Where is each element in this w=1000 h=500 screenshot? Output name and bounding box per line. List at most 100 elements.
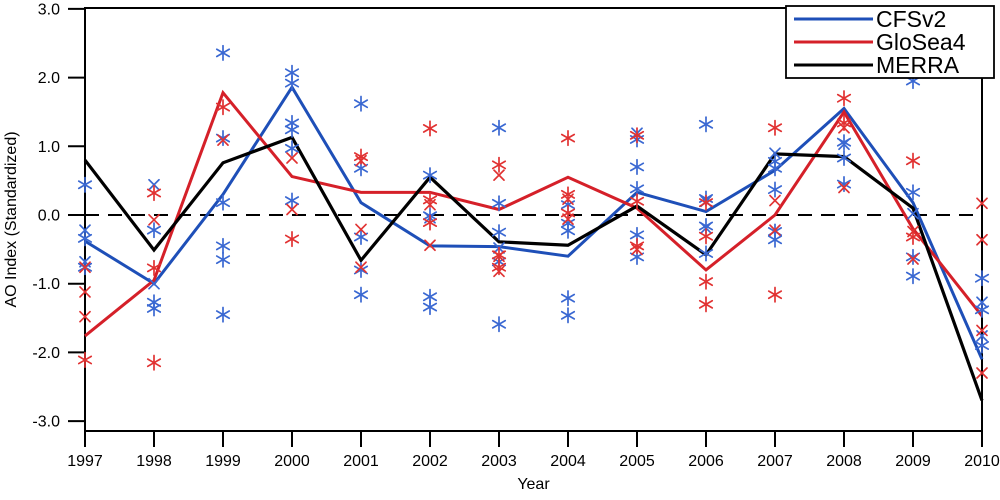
marker-stroke	[491, 319, 507, 329]
marker-stroke	[698, 198, 714, 208]
ensemble-marker-cfsv2	[215, 130, 231, 147]
ensemble-marker-glosea4	[355, 154, 367, 167]
marker-stroke	[284, 234, 300, 244]
ensemble-marker-cfsv2	[491, 195, 507, 212]
ensemble-marker-glosea4	[493, 265, 505, 278]
ensemble-marker-glosea4	[976, 197, 988, 210]
marker-stroke	[698, 231, 714, 241]
x-axis-tick-label: 1998	[136, 453, 172, 470]
ensemble-marker-cfsv2	[974, 270, 990, 287]
ensemble-marker-cfsv2	[422, 167, 438, 184]
ensemble-marker-cfsv2	[905, 248, 921, 265]
legend-entry-cfsv2: CFSv2	[794, 6, 946, 32]
series-line-glosea4	[84, 89, 984, 338]
ensemble-marker-glosea4	[836, 90, 852, 107]
marker-stroke	[629, 196, 645, 206]
ensemble-marker-cfsv2	[215, 237, 231, 254]
ensemble-marker-cfsv2	[838, 138, 850, 151]
x-axis-tick-label: 2008	[826, 453, 862, 470]
marker-stroke	[698, 249, 714, 258]
marker-stroke	[629, 184, 645, 194]
ensemble-marker-cfsv2	[907, 207, 919, 220]
ensemble-marker-cfsv2	[698, 245, 714, 262]
marker-stroke	[286, 203, 298, 216]
series-line-merra	[83, 135, 984, 402]
marker-stroke	[215, 198, 231, 208]
ensemble-marker-cfsv2	[767, 160, 783, 177]
ensemble-marker-cfsv2	[77, 176, 93, 193]
marker-stroke	[905, 271, 921, 281]
marker-stroke	[976, 197, 988, 210]
marker-stroke	[284, 196, 300, 206]
ensemble-marker-cfsv2	[148, 178, 160, 191]
marker-stroke	[79, 286, 91, 298]
marker-stroke	[631, 243, 643, 256]
ensemble-marker-cfsv2	[629, 158, 645, 175]
ensemble-marker-glosea4	[493, 250, 505, 263]
ensemble-marker-glosea4	[562, 193, 574, 206]
ensemble-marker-cfsv2	[215, 44, 231, 61]
marker-stroke	[976, 324, 988, 337]
x-axis-tick-label: 2010	[964, 453, 1000, 470]
ensemble-marker-glosea4	[424, 198, 436, 211]
marker-stroke	[767, 185, 783, 195]
ensemble-marker-glosea4	[146, 184, 162, 202]
marker-stroke	[424, 239, 436, 252]
ensemble-marker-cfsv2	[767, 231, 783, 248]
marker-stroke	[905, 156, 921, 166]
ensemble-marker-glosea4	[838, 181, 850, 194]
series-line-cfsv2	[84, 84, 984, 360]
legend-label-cfsv2: CFSv2	[876, 6, 946, 32]
marker-stroke	[422, 218, 438, 228]
ensemble-marker-glosea4	[905, 228, 921, 246]
ensemble-marker-cfsv2	[491, 316, 507, 333]
y-axis-tick-label: -2.0	[32, 345, 60, 362]
marker-stroke	[215, 102, 231, 112]
ensemble-marker-glosea4	[146, 259, 162, 276]
ensemble-marker-cfsv2	[284, 140, 300, 157]
marker-stroke	[769, 224, 781, 236]
marker-stroke	[974, 273, 990, 283]
marker-stroke	[560, 133, 576, 143]
marker-stroke	[698, 277, 714, 287]
ensemble-marker-glosea4	[215, 99, 231, 116]
ensemble-marker-glosea4	[424, 239, 436, 252]
ensemble-marker-glosea4	[629, 237, 645, 254]
ensemble-marker-glosea4	[422, 214, 438, 231]
x-axis-tick-label: 2007	[757, 453, 793, 470]
ensemble-marker-glosea4	[631, 243, 643, 256]
marker-stroke	[77, 355, 93, 365]
marker-stroke	[974, 341, 990, 350]
marker-stroke	[355, 223, 367, 236]
ensemble-marker-glosea4	[355, 261, 367, 274]
ensemble-marker-glosea4	[286, 152, 298, 164]
ensemble-marker-cfsv2	[353, 261, 369, 279]
y-axis-tick-label: 1.0	[38, 139, 60, 156]
ensemble-marker-cfsv2	[215, 194, 231, 211]
ensemble-marker-glosea4	[769, 224, 781, 236]
marker-stroke	[698, 299, 714, 309]
ensemble-marker-glosea4	[629, 127, 645, 144]
ensemble-marker-cfsv2	[215, 251, 231, 268]
ensemble-marker-glosea4	[77, 351, 93, 369]
marker-stroke	[77, 180, 93, 190]
marker-stroke	[974, 305, 990, 315]
x-axis-tick-label: 1997	[67, 453, 103, 470]
marker-stroke	[215, 310, 231, 320]
ensemble-marker-glosea4	[698, 296, 714, 313]
x-axis-tick-label: 2005	[619, 453, 655, 470]
ensemble-marker-glosea4	[976, 367, 988, 379]
marker-stroke	[836, 179, 852, 189]
marker-stroke	[286, 152, 298, 164]
marker-stroke	[629, 230, 645, 240]
ensemble-marker-glosea4	[286, 203, 298, 216]
ensemble-marker-glosea4	[146, 354, 162, 371]
marker-stroke	[907, 253, 919, 265]
marker-stroke	[77, 233, 93, 243]
x-axis-title: Year	[517, 476, 550, 493]
marker-stroke	[562, 193, 574, 206]
marker-stroke	[148, 277, 160, 290]
ensemble-marker-cfsv2	[148, 277, 160, 290]
ensemble-marker-cfsv2	[836, 134, 852, 151]
